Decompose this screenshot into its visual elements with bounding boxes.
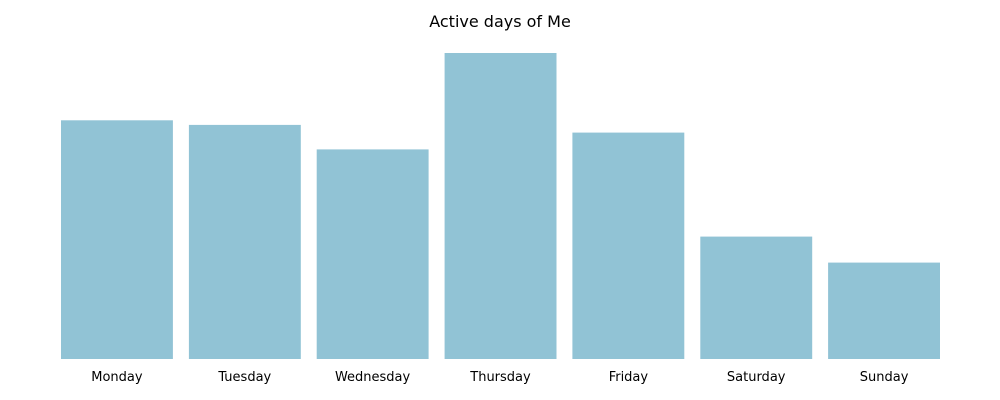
bars-group bbox=[61, 53, 940, 360]
chart-title: Active days of Me bbox=[429, 12, 571, 31]
bar-tuesday bbox=[188, 124, 301, 360]
bar-monday bbox=[61, 120, 173, 359]
x-tick-label-friday: Friday bbox=[609, 370, 649, 385]
bar-saturday bbox=[700, 236, 813, 359]
x-tick-label-thursday: Thursday bbox=[469, 370, 531, 385]
bar-friday bbox=[572, 132, 685, 359]
bar-sunday bbox=[828, 262, 940, 359]
bar-wednesday bbox=[316, 149, 429, 359]
x-tick-label-saturday: Saturday bbox=[727, 370, 786, 385]
x-tick-label-tuesday: Tuesday bbox=[217, 370, 271, 385]
x-tick-labels: Monday Tuesday Wednesday Thursday Friday Satu… bbox=[91, 370, 908, 385]
x-tick-label-monday: Monday bbox=[91, 370, 143, 385]
x-tick-label-wednesday: Wednesday bbox=[335, 370, 411, 385]
x-tick-label-sunday: Sunday bbox=[860, 370, 909, 385]
bar-thursday bbox=[444, 53, 557, 359]
